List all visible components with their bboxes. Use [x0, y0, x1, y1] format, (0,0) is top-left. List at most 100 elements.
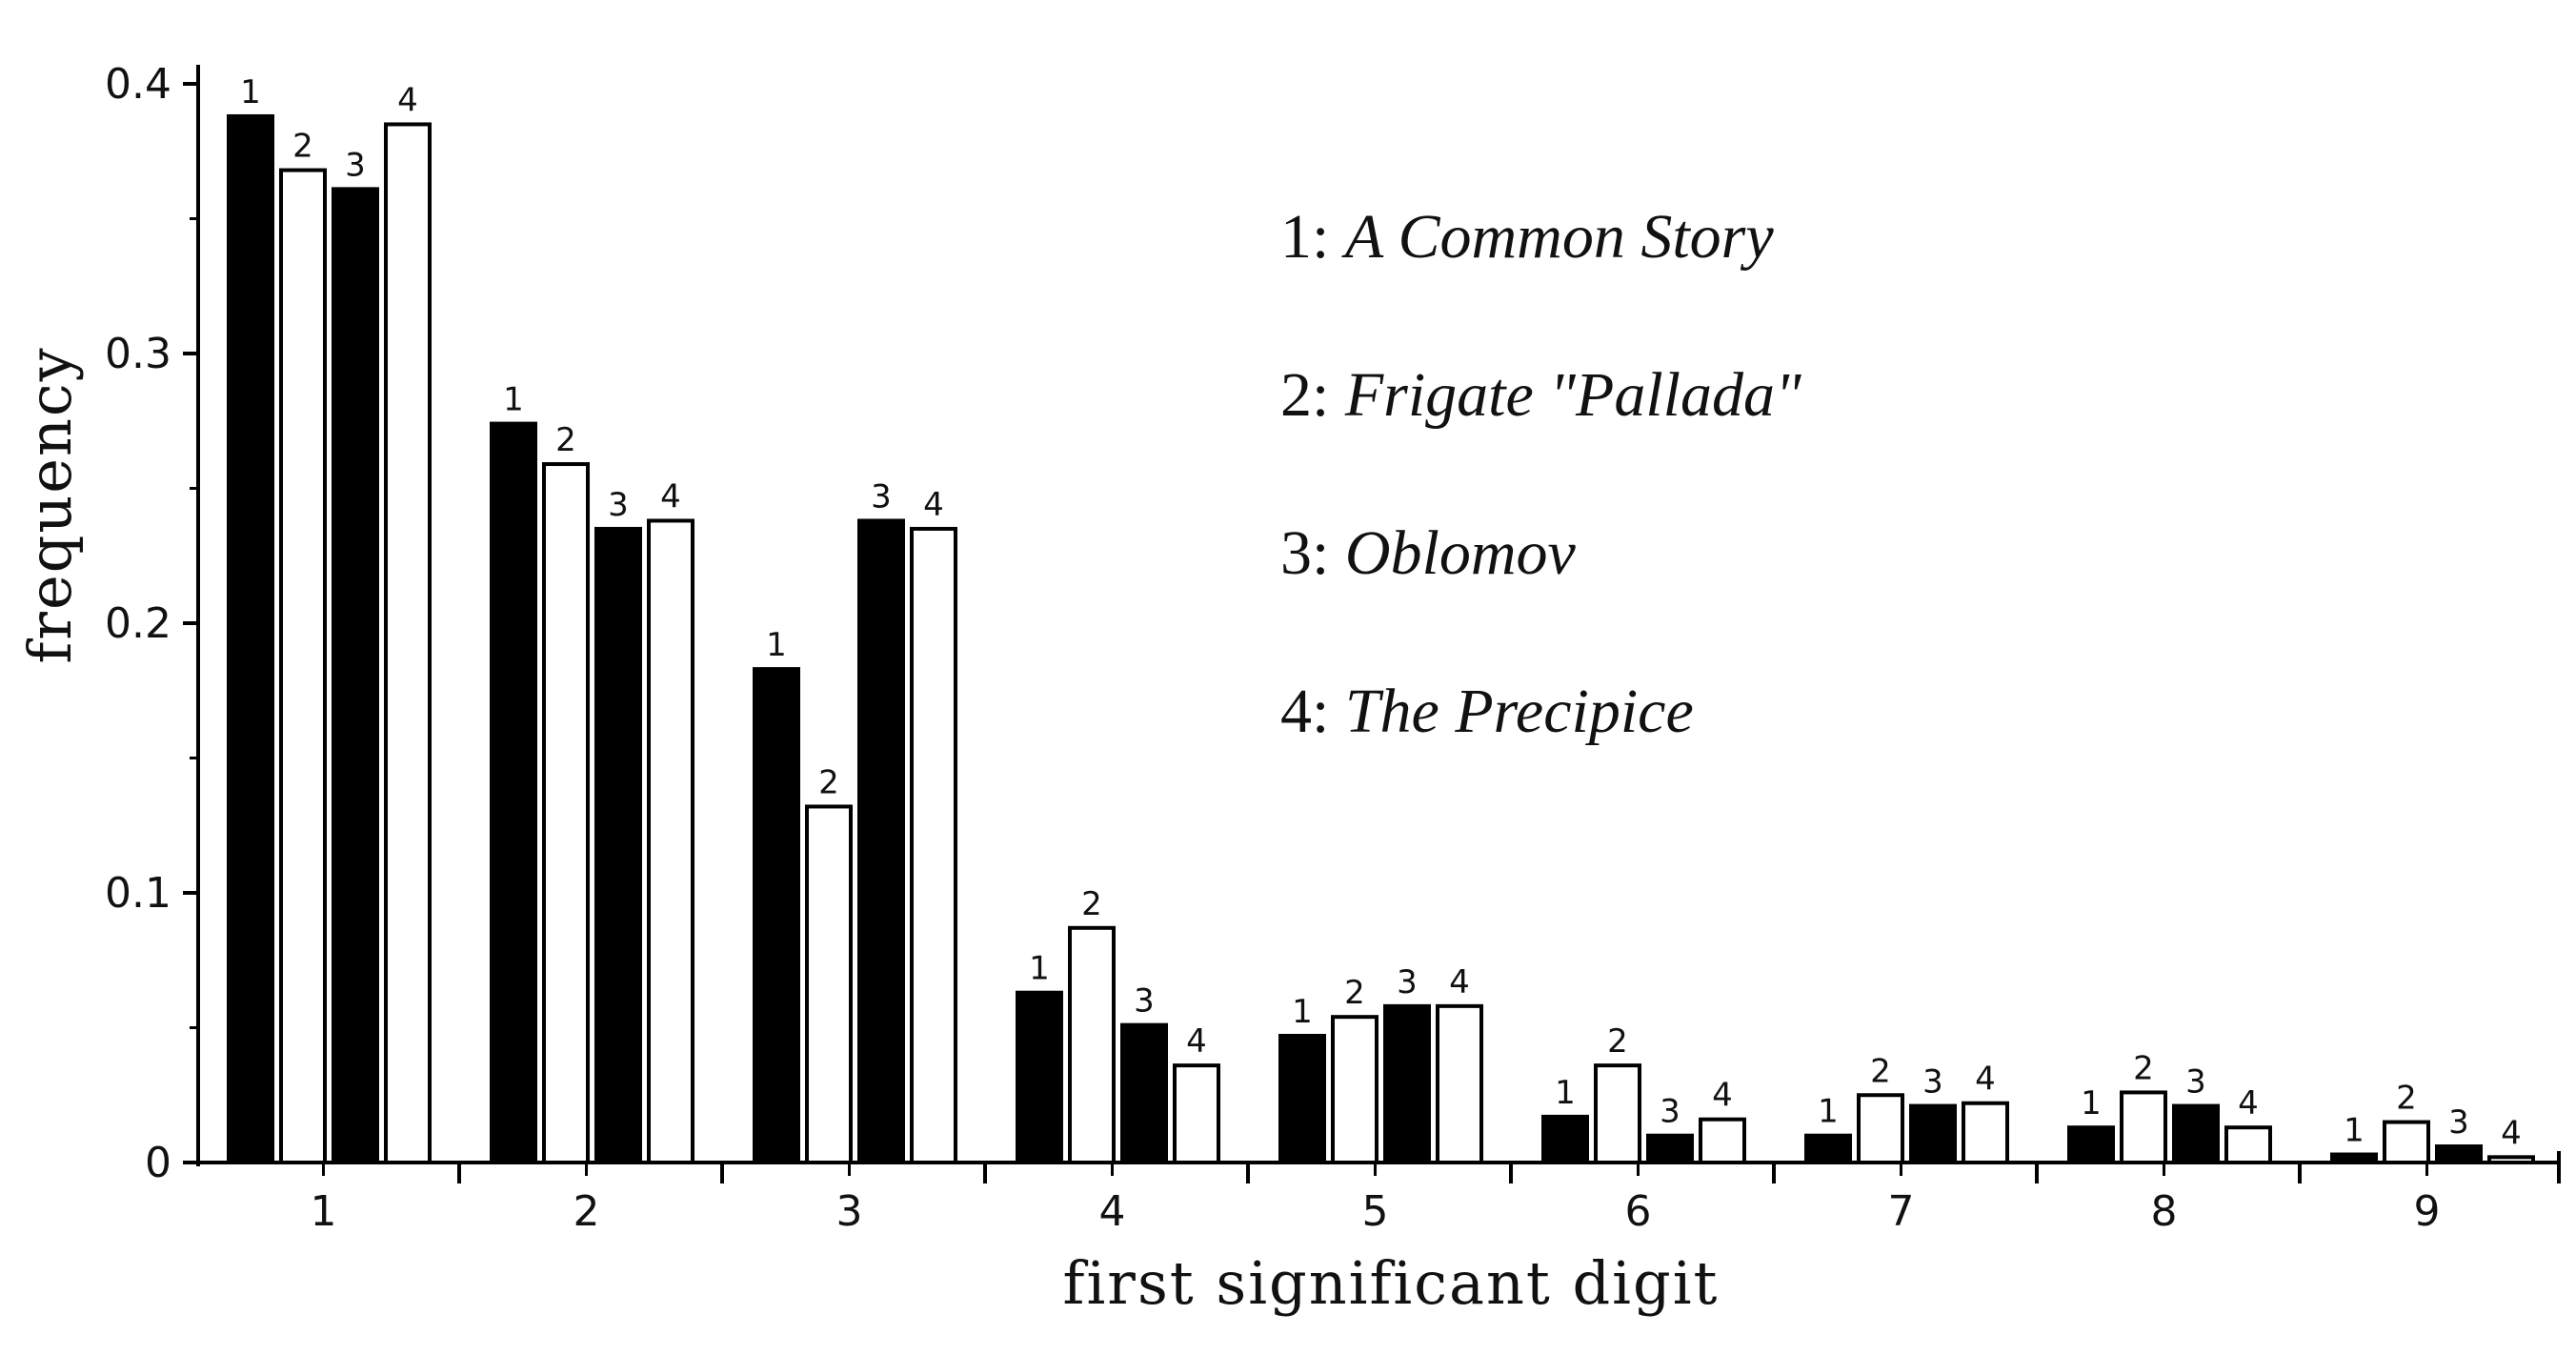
bar-label: 1: [2081, 1084, 2102, 1122]
bar-label: 1: [503, 381, 524, 419]
bar-digit-7-series-3: [1909, 1103, 1957, 1164]
y-axis-title: frequency: [15, 346, 85, 663]
x-tick-label: 2: [574, 1187, 600, 1236]
bar-label: 4: [1975, 1061, 1996, 1099]
bar-digit-2-series-3: [594, 526, 642, 1164]
bar-label: 4: [1449, 963, 1470, 1001]
bar-label: 3: [1922, 1063, 1943, 1102]
bar-label: 3: [2185, 1063, 2206, 1102]
bar-digit-6-series-3: [1646, 1133, 1694, 1164]
bar-label: 3: [2448, 1103, 2469, 1142]
bar-digit-1-series-1: [227, 113, 274, 1165]
bar-digit-8-series-1: [2067, 1125, 2115, 1164]
legend-entry-1: 1: A Common Story: [1280, 202, 1774, 272]
bar-label: 1: [1029, 950, 1050, 988]
y-tick-label: 0.1: [105, 869, 171, 918]
bar-digit-3-series-3: [857, 518, 905, 1164]
legend-series-name: Oblomov: [1345, 518, 1577, 588]
legend-entry-2: 2: Frigate "Pallada": [1280, 360, 1801, 430]
bar-label: 3: [1134, 982, 1155, 1021]
bar-label: 2: [555, 421, 576, 459]
bar-label: 4: [1712, 1077, 1733, 1115]
y-tick-label: 0.3: [105, 330, 171, 378]
x-axis-title: first significant digit: [1063, 1248, 1720, 1318]
bar-label: 4: [660, 477, 681, 516]
bar-label: 2: [2133, 1049, 2154, 1087]
bar-digit-5-series-1: [1278, 1033, 1326, 1164]
bar-label: 2: [1081, 885, 1102, 923]
bar-label: 1: [2344, 1112, 2365, 1150]
legend-entry-3: 3: Oblomov: [1280, 518, 1577, 588]
bar-digit-4-series-4: [1173, 1063, 1220, 1164]
legend-series-name: Frigate "Pallada": [1344, 360, 1801, 430]
bar-label: 4: [1186, 1022, 1207, 1061]
x-tick-label: 8: [2151, 1187, 2178, 1236]
y-tick-label: 0.4: [105, 60, 171, 109]
bar-label: 2: [1607, 1022, 1628, 1061]
x-tick-label: 5: [1362, 1187, 1389, 1236]
x-tick-label: 4: [1099, 1187, 1126, 1236]
bar-digit-7-series-4: [1962, 1101, 2009, 1164]
bar-digit-5-series-4: [1436, 1003, 1483, 1164]
bar-digit-9-series-2: [2383, 1120, 2430, 1165]
legend: 1: A Common Story 2: Frigate "Pallada" 3: …: [1280, 202, 1801, 746]
bar-digit-4-series-2: [1068, 925, 1116, 1164]
bar-label: 1: [1292, 993, 1313, 1031]
bar-label: 2: [1870, 1052, 1891, 1090]
x-tick-label: 3: [836, 1187, 863, 1236]
legend-entry-4: 4: The Precipice: [1280, 677, 1694, 746]
bar-digit-8-series-4: [2224, 1125, 2272, 1164]
bar-digit-6-series-1: [1541, 1114, 1589, 1165]
bar-digit-2-series-2: [542, 462, 590, 1164]
axes-layer: 00.10.20.30.41 2 3 4 5 6 7 8 9: [105, 60, 2561, 1236]
bar-label: 2: [292, 128, 313, 166]
bar-digit-1-series-2: [279, 168, 327, 1164]
x-tick-label: 6: [1625, 1187, 1652, 1236]
bar-label: 3: [345, 146, 366, 184]
bar-digit-4-series-3: [1120, 1022, 1168, 1165]
legend-number: 1:: [1280, 202, 1345, 272]
bar-digit-6-series-2: [1594, 1063, 1641, 1164]
bar-digit-6-series-4: [1699, 1117, 1746, 1164]
legend-number: 3:: [1280, 518, 1345, 588]
bar-digit-9-series-3: [2435, 1144, 2483, 1165]
bar-label: 1: [1555, 1074, 1576, 1112]
x-tick-label: 9: [2414, 1187, 2441, 1236]
x-tick-label: 1: [311, 1187, 337, 1236]
bar-digit-7-series-2: [1857, 1093, 1904, 1164]
bar-digit-3-series-4: [910, 526, 957, 1164]
bar-label: 2: [1344, 974, 1365, 1012]
bar-digit-2-series-1: [490, 421, 537, 1164]
bar-digit-1-series-4: [384, 122, 432, 1165]
bar-label: 4: [2238, 1084, 2259, 1122]
legend-series-name: A Common Story: [1341, 202, 1774, 272]
bar-label: 4: [397, 81, 418, 119]
bar-digit-3-series-2: [805, 804, 853, 1164]
y-tick-label: 0.2: [105, 599, 171, 648]
bar-label: 3: [1660, 1093, 1680, 1131]
bar-digit-3-series-1: [753, 667, 800, 1164]
x-tick-label: 7: [1888, 1187, 1915, 1236]
bar-label: 4: [923, 486, 944, 524]
bar-digit-7-series-1: [1804, 1133, 1852, 1164]
bar-digit-2-series-4: [647, 518, 694, 1164]
bar-label: 3: [1397, 963, 1418, 1001]
bar-label: 3: [871, 477, 892, 516]
bar-digit-5-series-2: [1331, 1015, 1379, 1165]
legend-number: 2:: [1280, 360, 1345, 430]
legend-series-name: The Precipice: [1345, 677, 1694, 746]
legend-number: 4:: [1280, 677, 1345, 746]
bar-label: 1: [1818, 1093, 1839, 1131]
bar-label: 1: [240, 73, 261, 111]
bar-digit-4-series-1: [1016, 990, 1063, 1164]
bar-digit-8-series-3: [2172, 1103, 2220, 1164]
y-tick-label: 0: [145, 1139, 171, 1187]
bar-digit-1-series-3: [332, 187, 379, 1164]
bar-label: 4: [2501, 1114, 2522, 1152]
bar-label: 1: [766, 626, 787, 664]
bar-digit-8-series-2: [2120, 1090, 2167, 1165]
bar-label: 3: [608, 486, 629, 524]
